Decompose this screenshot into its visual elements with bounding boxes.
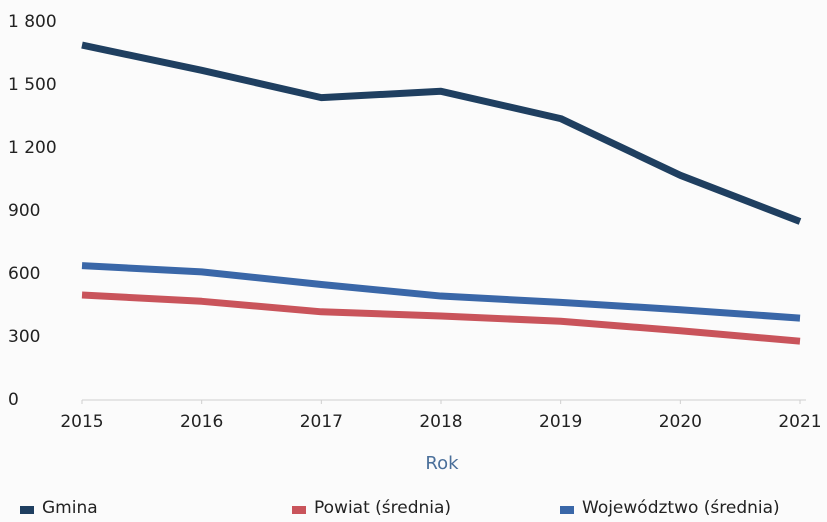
legend-swatch — [560, 506, 574, 514]
y-tick-label: 0 — [8, 390, 19, 410]
y-tick-label: 1 200 — [8, 138, 57, 158]
y-tick-label: 300 — [8, 327, 40, 347]
legend-label: Województwo (średnia) — [582, 498, 780, 518]
y-tick-label: 600 — [8, 264, 40, 284]
x-tick-label: 2020 — [659, 412, 702, 432]
x-tick-label: 2019 — [539, 412, 582, 432]
x-tick-label: 2018 — [419, 412, 462, 432]
x-tick-label: 2016 — [180, 412, 223, 432]
x-tick-label: 2017 — [300, 412, 343, 432]
legend-label: Powiat (średnia) — [314, 498, 451, 518]
x-axis-label: Rok — [425, 453, 459, 474]
x-tick-label: 2021 — [778, 412, 821, 432]
x-tick-label: 2015 — [60, 412, 103, 432]
series-line — [81, 41, 802, 225]
legend-label: Gmina — [42, 498, 98, 518]
series-line — [81, 262, 801, 322]
y-tick-label: 1 500 — [8, 75, 57, 95]
series-line — [81, 291, 801, 345]
y-tick-label: 1 800 — [8, 12, 57, 32]
y-tick-label: 900 — [8, 201, 40, 221]
legend-swatch — [292, 506, 306, 514]
legend-swatch — [20, 506, 34, 514]
